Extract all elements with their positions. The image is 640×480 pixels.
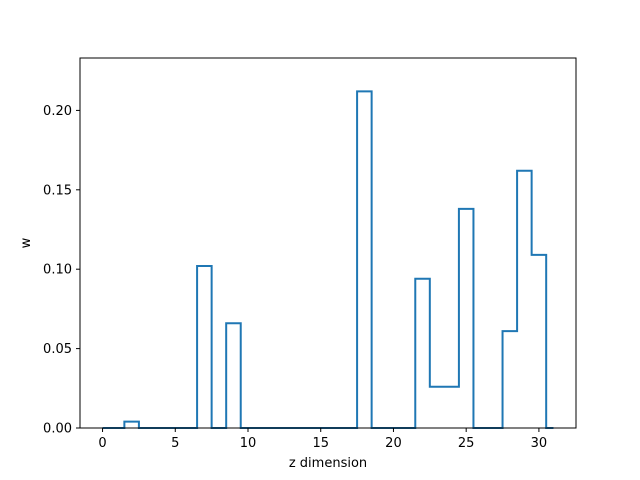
x-axis-label: z dimension <box>289 456 367 471</box>
x-tick-label: 0 <box>98 436 106 451</box>
x-tick-label: 15 <box>312 436 329 451</box>
y-tick-label: 0.20 <box>43 104 72 119</box>
y-tick-label: 0.15 <box>43 183 72 198</box>
y-axis-ticks: 0.00 0.05 0.10 0.15 0.20 <box>43 104 80 437</box>
series-step-line <box>102 90 554 429</box>
x-tick-label: 5 <box>171 436 179 451</box>
x-tick-label: 25 <box>458 436 475 451</box>
plot-area <box>79 57 577 429</box>
axes-frame <box>79 57 577 429</box>
y-tick-label: 0.05 <box>43 342 72 357</box>
x-tick-label: 20 <box>385 436 402 451</box>
x-tick-label: 30 <box>531 436 548 451</box>
y-tick-label: 0.00 <box>43 422 72 437</box>
x-tick-label: 10 <box>240 436 257 451</box>
y-tick-label: 0.10 <box>43 263 72 278</box>
x-axis-ticks: 0 5 10 15 20 25 30 <box>98 428 547 451</box>
y-axis-label: w <box>19 237 34 248</box>
